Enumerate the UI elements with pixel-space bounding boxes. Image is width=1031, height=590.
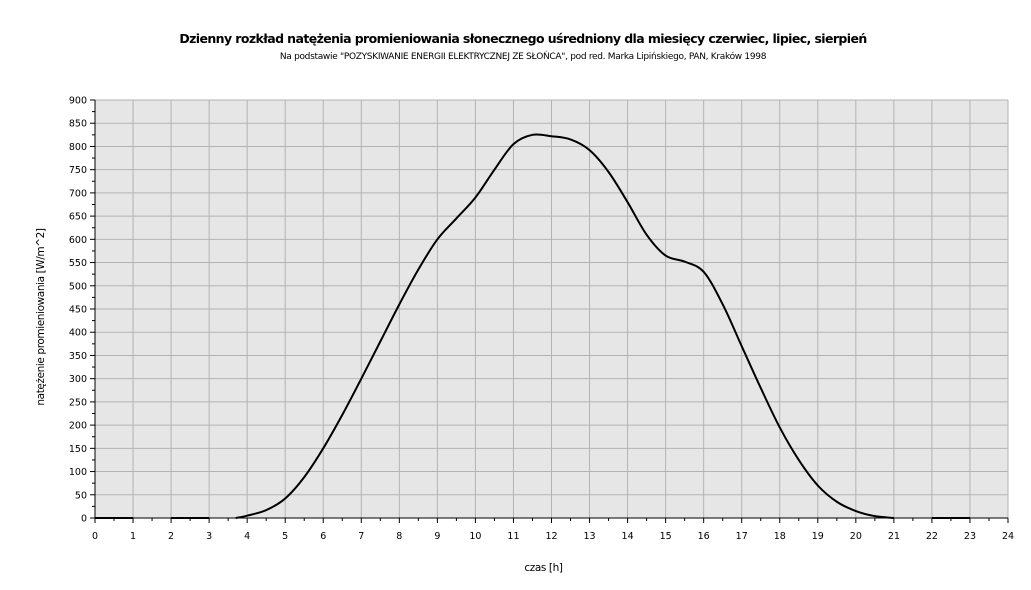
x-tick-label: 20 <box>850 531 862 542</box>
y-tick-label: 650 <box>69 212 87 223</box>
x-tick-label: 17 <box>736 531 748 542</box>
series-group <box>95 133 970 519</box>
y-tick-label: 50 <box>75 490 87 501</box>
x-tick-label: 15 <box>660 531 672 542</box>
x-tick-label: 9 <box>434 531 440 542</box>
x-tick-label: 21 <box>888 531 900 542</box>
x-axis-label: czas [h] <box>524 562 562 574</box>
x-tick-label: 7 <box>358 531 364 542</box>
y-tick-label: 500 <box>69 281 87 292</box>
y-tick-label: 700 <box>69 188 87 199</box>
series-line-segment <box>235 133 894 519</box>
y-tick-label: 200 <box>69 421 87 432</box>
x-tick-label: 24 <box>1002 531 1014 542</box>
axes <box>90 99 1009 523</box>
x-tick-label: 1 <box>130 531 136 542</box>
y-tick-label: 400 <box>69 328 87 339</box>
y-tick-label: 550 <box>69 258 87 269</box>
x-tick-label: 10 <box>469 531 481 542</box>
y-tick-label: 100 <box>69 467 87 478</box>
x-tick-label: 12 <box>545 531 557 542</box>
x-tick-label: 4 <box>244 531 250 542</box>
y-axis-label: natężenie promieniowania [W/m^2] <box>35 228 47 405</box>
x-tick-label: 11 <box>507 531 519 542</box>
y-tick-label: 450 <box>69 305 87 316</box>
y-tick-label: 800 <box>69 142 87 153</box>
x-tick-label: 3 <box>206 531 212 542</box>
x-tick-label: 8 <box>396 531 402 542</box>
x-tick-label: 18 <box>774 531 786 542</box>
y-tick-label: 850 <box>69 119 87 130</box>
x-tick-label: 14 <box>622 531 634 542</box>
grid-lines <box>95 99 1009 518</box>
chart-subtitle: Na podstawie "POZYSKIWANIE ENERGII ELEKT… <box>279 52 767 62</box>
chart-title: Dzienny rozkład natężenia promieniowania… <box>179 31 867 46</box>
x-tick-label: 23 <box>964 531 976 542</box>
x-tick-label: 6 <box>320 531 326 542</box>
y-tick-label: 0 <box>81 514 87 525</box>
y-tick-label: 250 <box>69 397 87 408</box>
y-tick-label: 350 <box>69 351 87 362</box>
y-tick-label: 750 <box>69 165 87 176</box>
x-tick-label: 16 <box>698 531 710 542</box>
y-tick-label: 900 <box>69 96 87 107</box>
x-tick-label: 5 <box>282 531 288 542</box>
y-tick-label: 300 <box>69 374 87 385</box>
x-tick-label: 19 <box>812 531 824 542</box>
x-tick-label: 13 <box>583 531 595 542</box>
y-tick-label: 600 <box>69 235 87 246</box>
x-tick-label: 2 <box>168 531 174 542</box>
x-tick-label: 0 <box>92 531 98 542</box>
y-tick-labels: 0 50 100 150 200 250 300 350 400 450 500 550 600 650 7… <box>69 96 87 525</box>
x-tick-label: 22 <box>926 531 938 542</box>
x-tick-labels: 0 1 2 3 4 5 6 7 8 9 10 11 12 13 14 15 16 17 18 19 20 21 22 23 24 <box>92 531 1014 542</box>
y-tick-label: 150 <box>69 444 87 455</box>
